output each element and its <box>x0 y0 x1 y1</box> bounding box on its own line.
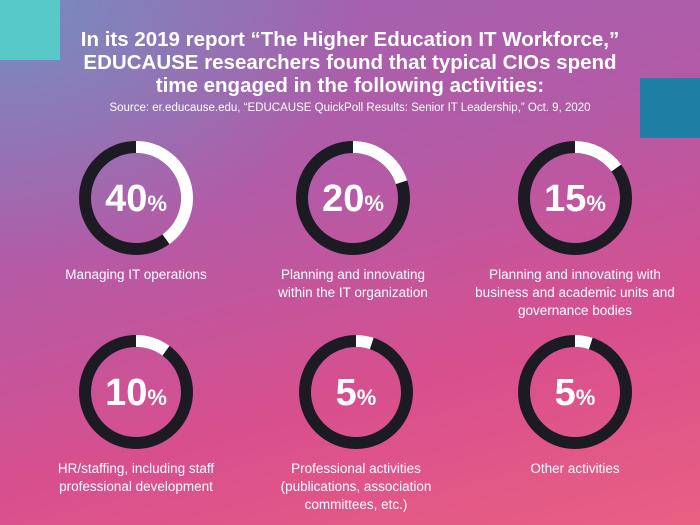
activity-label: Planning and innovating with business an… <box>475 267 675 318</box>
stat-item: 20% Planning and innovating within the I… <box>243 138 463 302</box>
ring-value-arc <box>135 335 170 356</box>
teal-corner-block <box>0 0 60 60</box>
percent-value: 40% <box>105 178 167 220</box>
activity-label: Managing IT operations <box>65 267 207 282</box>
stat-item: 10% HR/staffing, including staff profess… <box>26 332 246 496</box>
donut-ring: 20% <box>296 141 410 255</box>
title-line: In its 2019 report “The Higher Education… <box>80 28 620 51</box>
ring-value-arc <box>574 141 622 172</box>
blue-corner-block <box>640 78 700 138</box>
percent-value: 5% <box>336 372 377 414</box>
donut-ring: 5% <box>518 335 632 449</box>
percent-value: 5% <box>555 372 596 414</box>
stat-item: 5% Professional activities (publications… <box>246 332 466 514</box>
donut-ring: 10% <box>79 335 193 449</box>
donut-ring: 15% <box>518 141 632 255</box>
title-line: time engaged in the following activities… <box>155 74 545 97</box>
ring-value-arc <box>574 335 593 350</box>
percent-value: 20% <box>322 178 384 220</box>
source-note: Source: er.educause.edu, “EDUCAUSE Quick… <box>109 102 591 114</box>
ring-value-arc <box>352 141 408 185</box>
percent-value: 15% <box>544 178 606 220</box>
title-line: EDUCAUSE researchers found that typical … <box>83 51 617 74</box>
activity-label: Planning and innovating within the IT or… <box>278 267 428 300</box>
activity-label: HR/staffing, including staff professiona… <box>57 461 215 494</box>
activity-label: Other activities <box>530 461 620 476</box>
activity-label: Professional activities (publications, a… <box>280 461 432 512</box>
donut-ring: 40% <box>79 141 193 255</box>
page-title: In its 2019 report “The Higher Education… <box>60 28 640 97</box>
percent-value: 10% <box>105 372 167 414</box>
stat-item: 5% Other activities <box>465 332 685 478</box>
stat-item: 15% Planning and innovating with busines… <box>465 138 685 320</box>
ring-value-arc <box>135 141 193 245</box>
ring-value-arc <box>355 335 374 350</box>
donut-ring: 5% <box>299 335 413 449</box>
stat-item: 40% Managing IT operations <box>26 138 246 284</box>
